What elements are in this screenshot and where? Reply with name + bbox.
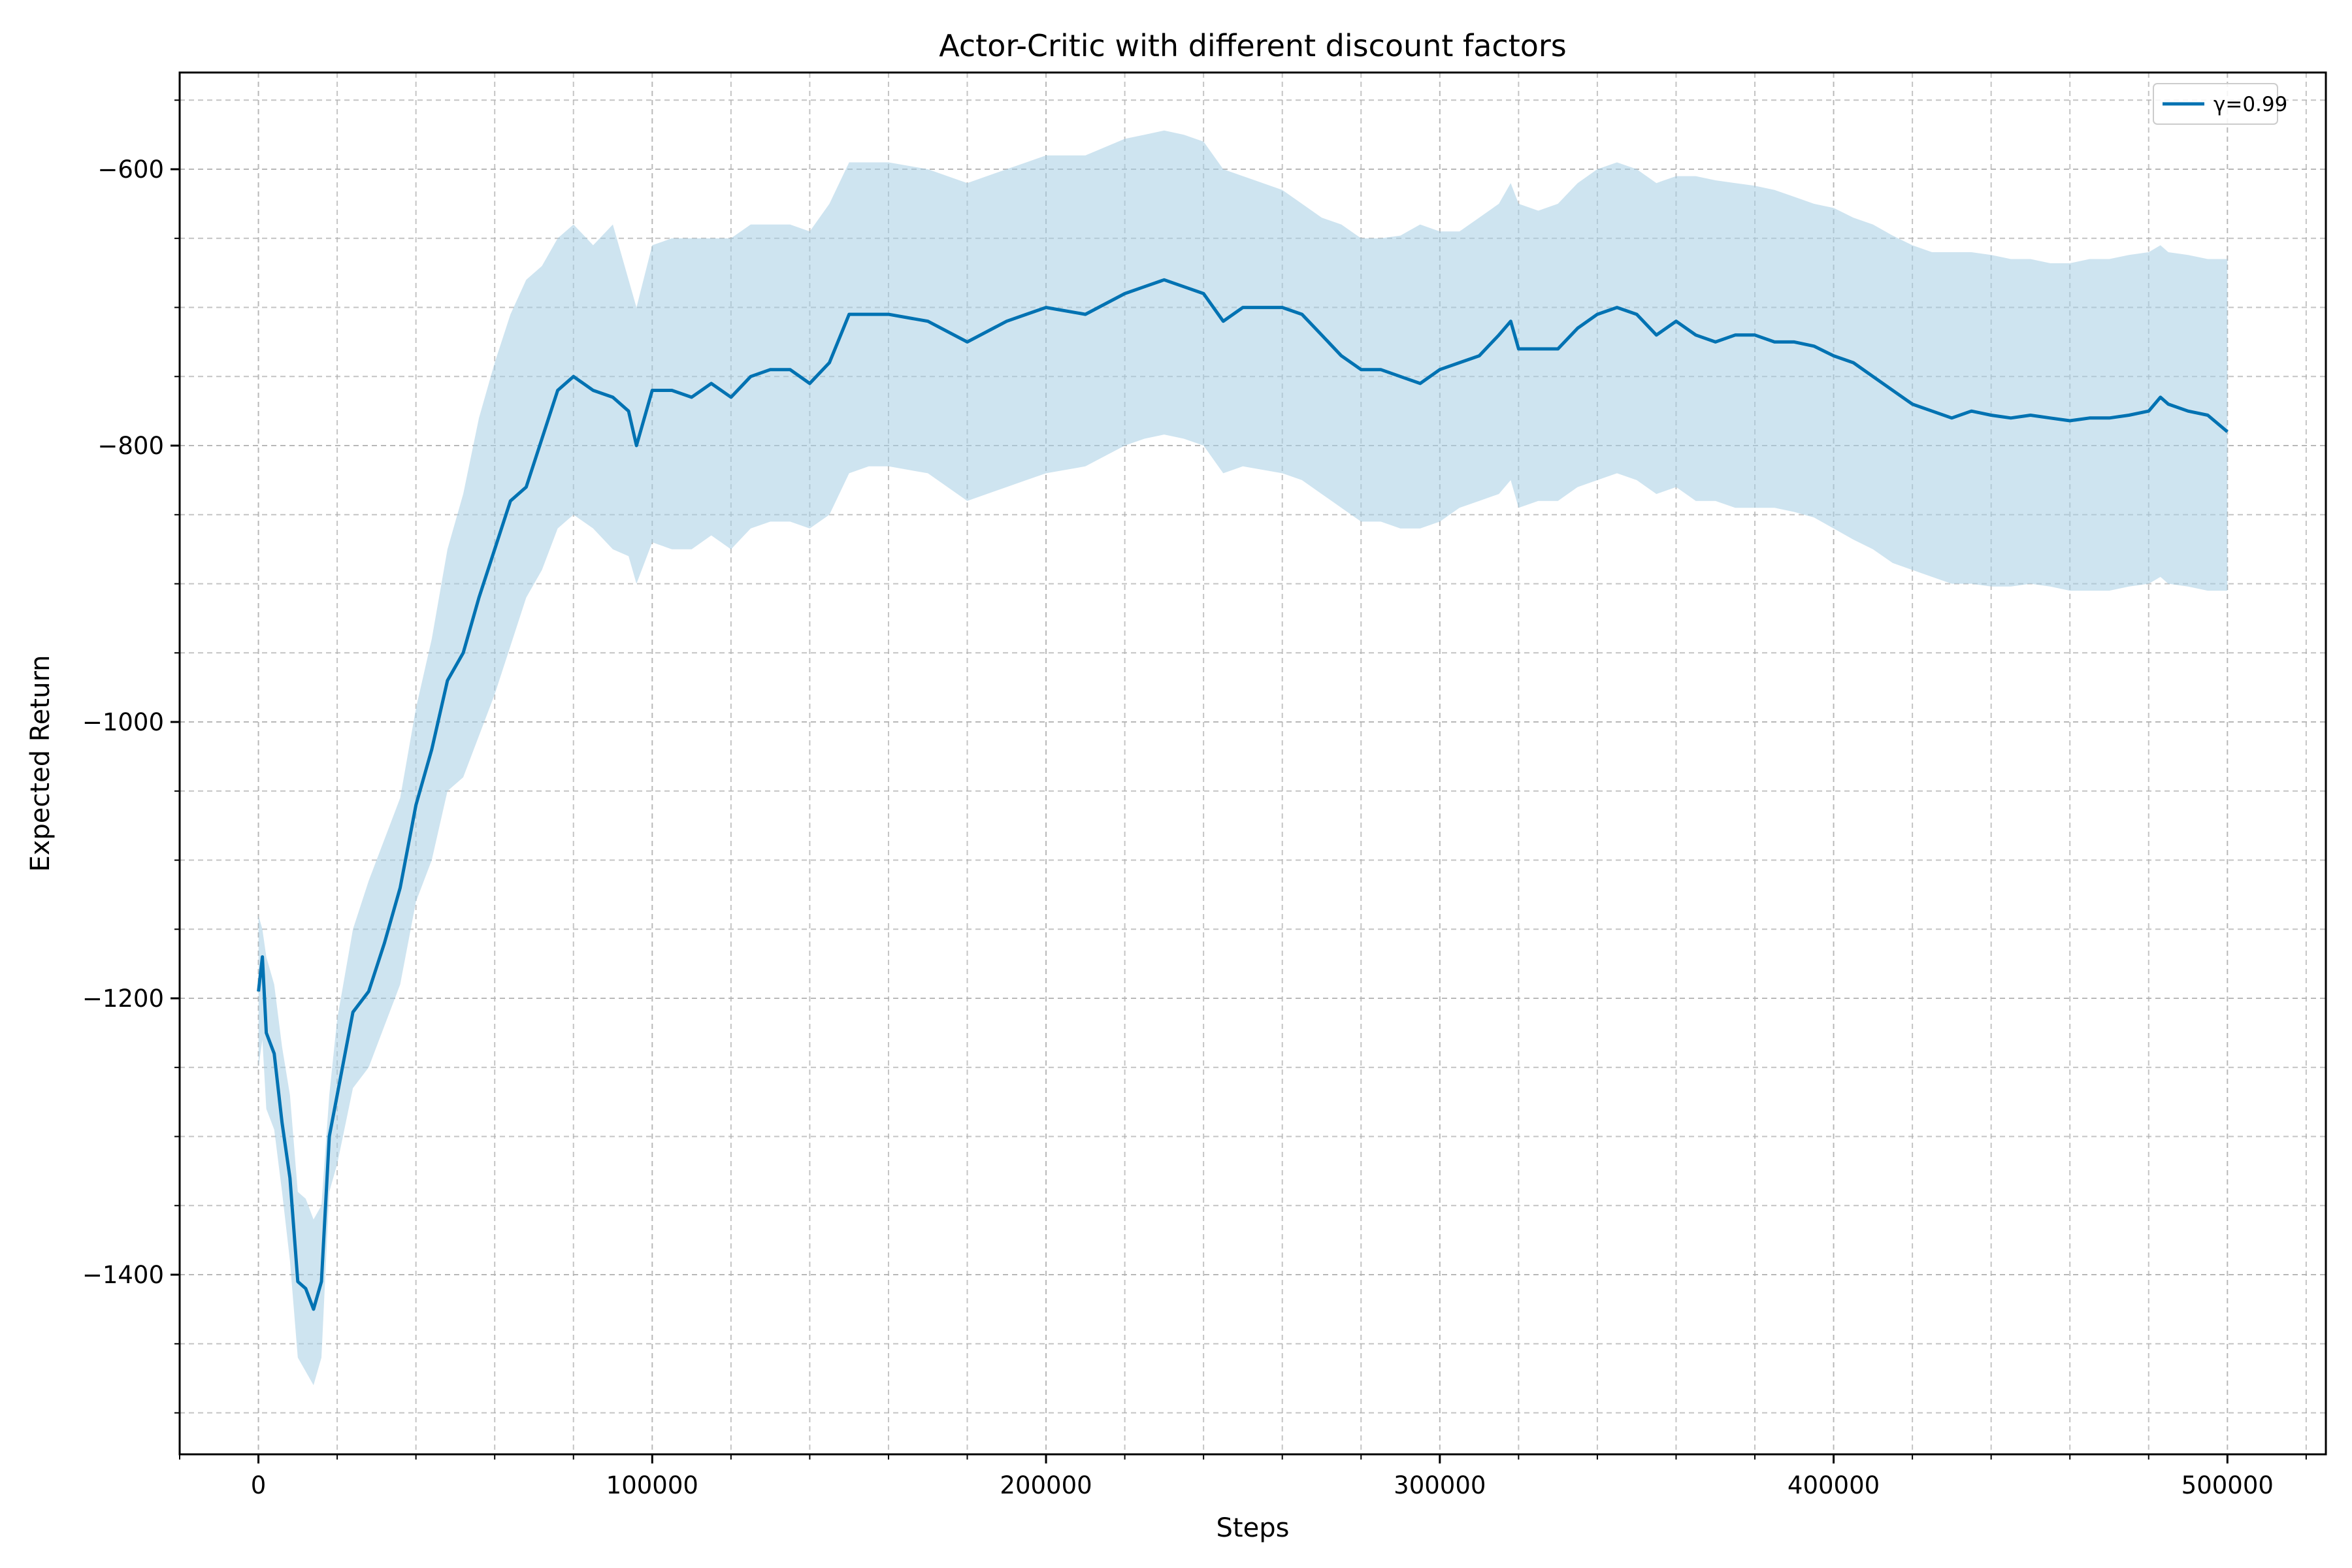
series-line — [257, 278, 2229, 1311]
y-tick-label: −600 — [97, 155, 164, 184]
x-axis-label: Steps — [1217, 1513, 1290, 1543]
y-tick-label: −800 — [97, 432, 164, 460]
legend-label: γ=0.99 — [2213, 93, 2287, 116]
x-tick-label: 500000 — [2181, 1471, 2274, 1499]
confidence-band — [258, 130, 2228, 1386]
x-tick-label: 400000 — [1788, 1471, 1880, 1499]
x-tick-label: 0 — [251, 1471, 267, 1499]
chart-title: Actor-Critic with different discount fac… — [939, 28, 1567, 63]
y-tick-label: −1200 — [82, 985, 164, 1013]
y-tick-label: −1000 — [82, 708, 164, 736]
confidence-band-layer — [258, 130, 2228, 1386]
x-tick-label: 200000 — [1000, 1471, 1092, 1499]
axis-ticks: 0 100000 200000 300000 400000 500000 −600 −800 −… — [82, 99, 2307, 1499]
series-line-layer — [257, 278, 2229, 1311]
y-tick-label: −1400 — [82, 1261, 164, 1289]
plot-frame — [178, 71, 2327, 1456]
legend: γ=0.99 — [2153, 83, 2287, 125]
y-axis-label: Expected Return — [25, 655, 56, 872]
x-tick-label: 300000 — [1394, 1471, 1486, 1499]
legend-box — [2153, 83, 2278, 125]
x-tick-label: 100000 — [606, 1471, 698, 1499]
